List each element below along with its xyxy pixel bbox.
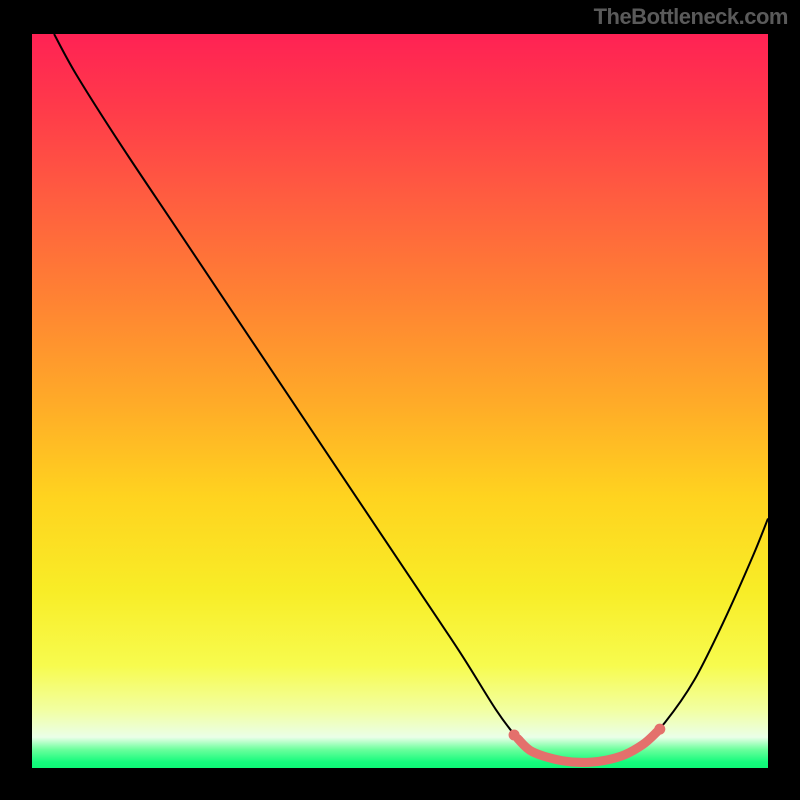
bottleneck-chart xyxy=(32,34,768,768)
chart-background xyxy=(32,34,768,768)
highlight-end-dot-0 xyxy=(509,729,520,740)
highlight-end-dot-1 xyxy=(654,724,665,735)
chart-frame xyxy=(32,34,768,768)
watermark-text: TheBottleneck.com xyxy=(0,0,800,34)
